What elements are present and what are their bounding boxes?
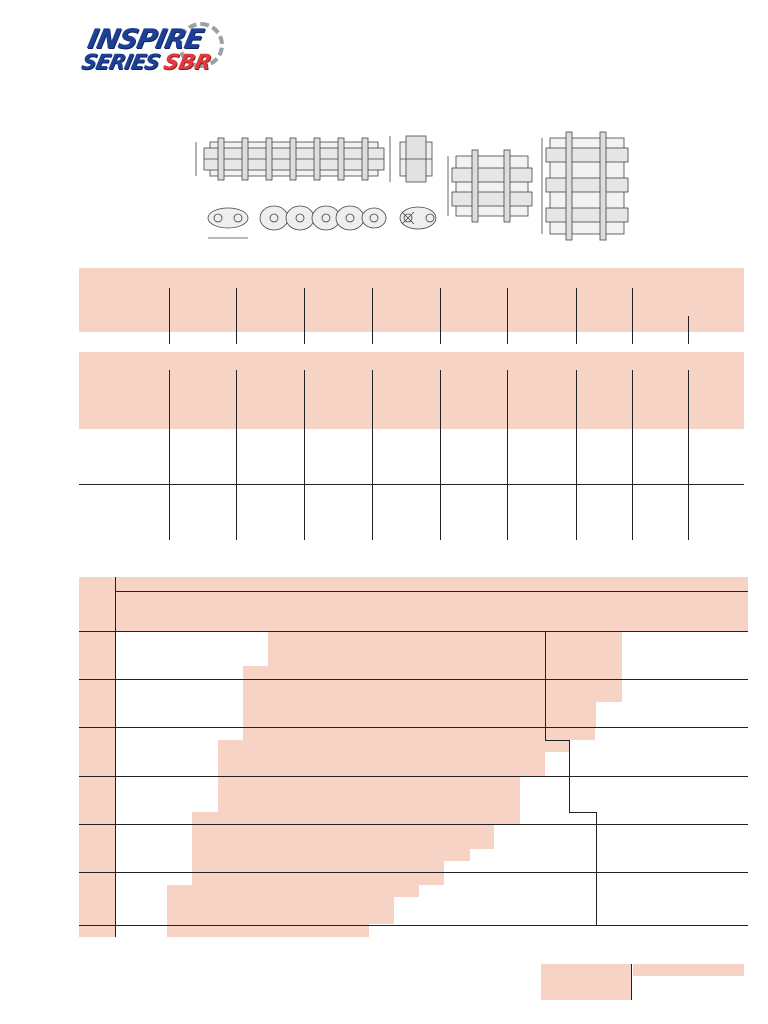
chart-left-column-band <box>79 631 115 937</box>
chart-fill-r6 <box>192 873 444 885</box>
chain-top-view <box>195 136 391 182</box>
double-strand-view <box>447 149 533 223</box>
chart-fill-r6c <box>167 897 394 924</box>
spec-divider <box>169 370 170 540</box>
chart-rule <box>79 824 748 825</box>
chart-fill-r3b <box>243 727 545 740</box>
chart-fill-r6d <box>167 924 369 937</box>
chart-rule <box>79 631 748 632</box>
legend-swatch-2 <box>633 964 744 976</box>
chart-fill-r2b <box>546 680 622 702</box>
chart-fill-r2c <box>546 702 596 727</box>
spec-divider <box>372 288 373 344</box>
spec-row-rule <box>79 484 744 485</box>
spec-divider <box>304 370 305 540</box>
spec-divider <box>576 288 577 344</box>
spec-divider <box>236 370 237 540</box>
chart-fill-r4 <box>218 776 520 812</box>
chart-boundary <box>545 631 546 740</box>
spec-divider <box>440 370 441 540</box>
chart-fill-r2 <box>243 680 546 727</box>
chain-end-view <box>399 135 433 183</box>
chart-rule <box>79 727 748 728</box>
chart-fill-r5c <box>192 861 444 873</box>
spec-divider <box>440 288 441 344</box>
spec-divider <box>304 288 305 344</box>
spec-table-header-band-1 <box>79 268 744 332</box>
chart-fill-r3 <box>218 740 545 776</box>
chart-boundary <box>545 740 570 741</box>
spec-divider <box>507 288 508 344</box>
chart-fill-r1b <box>243 666 546 680</box>
spec-divider <box>688 316 689 344</box>
chart-rule <box>79 925 748 926</box>
chart-boundary <box>569 740 570 812</box>
chain-technical-drawing <box>195 131 629 241</box>
spec-table-header-band-2 <box>79 352 744 429</box>
chart-fill-r3c <box>545 740 570 752</box>
chart-rule <box>79 776 748 777</box>
logo-line-2: SERIES <box>79 50 162 74</box>
chart-fill-r5b <box>192 849 470 861</box>
chart-rule <box>79 872 748 873</box>
chain-side-view <box>207 205 387 239</box>
gear-icon <box>178 22 224 68</box>
chart-header-band-2 <box>79 591 748 631</box>
chart-fill-r6b <box>167 885 419 897</box>
chart-boundary <box>569 812 596 813</box>
spec-divider <box>372 370 373 540</box>
spec-divider <box>632 370 633 540</box>
chart-rule <box>115 591 748 592</box>
chart-rule <box>79 679 748 680</box>
spec-divider <box>688 370 689 540</box>
legend-swatch-1 <box>541 964 631 1000</box>
spec-divider <box>507 370 508 540</box>
brand-logo: INSPIRE SERIES SBR <box>78 22 228 78</box>
triple-strand-view <box>541 131 629 241</box>
legend-divider <box>631 964 632 1000</box>
chart-fill-r3d <box>545 727 595 740</box>
offset-link-view <box>399 206 437 230</box>
chart-fill-r5 <box>192 825 494 849</box>
chart-fill-r4b <box>192 812 520 825</box>
spec-divider <box>236 288 237 344</box>
spec-divider <box>576 370 577 540</box>
chart-boundary <box>596 812 597 925</box>
chart-fill-r1c <box>546 632 622 680</box>
chart-left-rule <box>115 577 116 937</box>
spec-divider <box>169 288 170 344</box>
spec-divider <box>632 288 633 344</box>
chart-header-band-1 <box>79 577 748 591</box>
chart-fill-r1 <box>268 632 546 666</box>
logo-accent: SBR <box>161 50 214 74</box>
